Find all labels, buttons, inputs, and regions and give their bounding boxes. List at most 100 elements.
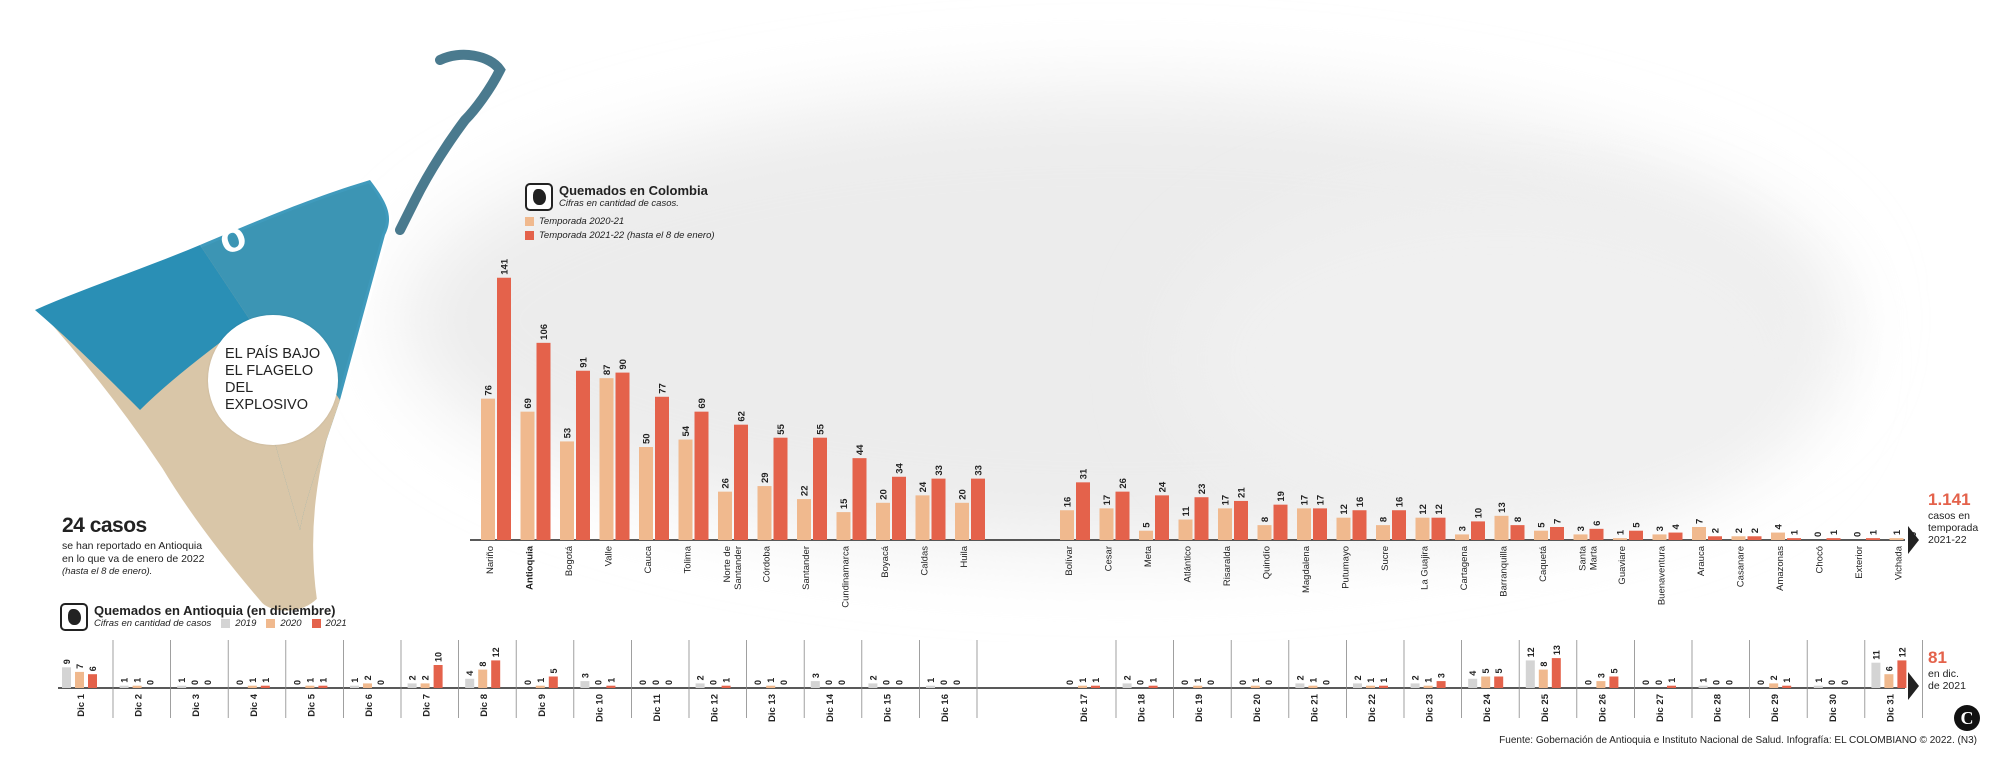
- antioquia-category-label: Dic 31: [1885, 693, 1896, 722]
- antioquia-category-label: Dic 1: [76, 693, 87, 716]
- colombia-data-label: 13: [1497, 502, 1508, 513]
- colombia-bar: [915, 495, 930, 540]
- colombia-data-label: 20: [958, 489, 969, 500]
- antioquia-data-label: 1: [305, 678, 315, 683]
- antioquia-bar: [305, 685, 315, 688]
- antioquia-bar: [1379, 685, 1388, 688]
- antioquia-data-label: 0: [235, 680, 245, 685]
- antioquia-data-label: 4: [1468, 671, 1478, 676]
- colombia-data-label: 7: [1553, 519, 1564, 524]
- colombia-data-label: 7: [1695, 519, 1706, 524]
- antioquia-bar: [1468, 678, 1478, 688]
- colombia-data-label: 3: [1458, 526, 1469, 531]
- colombia-data-label: 87: [602, 365, 613, 376]
- total-antioquia: 81 en dic. de 2021: [1928, 648, 1966, 692]
- antioquia-data-label: 0: [593, 680, 603, 685]
- colombia-data-label: 69: [697, 398, 708, 409]
- antioquia-data-label: 2: [421, 675, 431, 680]
- antioquia-data-label: 0: [1136, 680, 1146, 685]
- kpi-note: (hasta el 8 de enero).: [62, 566, 153, 577]
- colombia-bar: [1234, 500, 1248, 540]
- colombia-category-label: Cauca: [643, 545, 654, 573]
- colombia-data-label: 44: [855, 444, 866, 455]
- antioquia-category-label: Dic 26: [1597, 694, 1608, 722]
- colombia-bar: [1731, 536, 1746, 540]
- legend-swatch: [525, 217, 534, 226]
- colombia-bar: [1550, 526, 1564, 540]
- antioquia-bar: [1193, 685, 1203, 688]
- antioquia-data-label: 1: [766, 678, 776, 683]
- antioquia-category-label: Dic 30: [1828, 694, 1839, 722]
- colombia-data-label: 3: [1655, 526, 1666, 531]
- antioquia-category-label: Dic 25: [1540, 693, 1551, 722]
- legend-swatch: [221, 619, 231, 628]
- antioquia-data-label: 4: [465, 671, 475, 676]
- colombia-bar: [813, 437, 827, 540]
- antioquia-bar: [1308, 685, 1318, 688]
- antioquia-data-label: 0: [376, 680, 386, 685]
- colombia-bar: [1060, 510, 1074, 540]
- colombia-bar: [718, 491, 732, 540]
- antioquia-bar: [810, 681, 820, 688]
- antioquia-data-label: 5: [1609, 668, 1619, 673]
- colombia-category-label: Santander: [801, 546, 812, 590]
- colombia-bar: [876, 502, 890, 540]
- colombia-category-label: Cundinamarca: [841, 545, 852, 607]
- antioquia-category-label: Dic 23: [1425, 694, 1436, 722]
- antioquia-data-label: 0: [753, 680, 763, 685]
- antioquia-data-label: 8: [1539, 662, 1549, 667]
- colombia-category-label: Chocó: [1815, 546, 1826, 573]
- antioquia-category-label: Dic 22: [1367, 694, 1378, 722]
- colombia-category-label: Vichada: [1894, 545, 1905, 580]
- antioquia-data-label: 0: [1827, 680, 1837, 685]
- legend-item-2020: 2020: [266, 618, 302, 629]
- antioquia-data-label: 2: [696, 675, 706, 680]
- antioquia-data-label: 12: [1897, 647, 1907, 657]
- colombia-data-label: 1: [1869, 529, 1880, 535]
- antioquia-bar: [1250, 685, 1260, 688]
- antioquia-bar: [88, 674, 97, 688]
- colombia-bar: [1708, 536, 1722, 540]
- colombia-data-label: 17: [1316, 495, 1327, 506]
- antioquia-category-label: Dic 19: [1194, 694, 1205, 722]
- antioquia-data-label: 0: [664, 680, 674, 685]
- antioquia-data-label: 1: [1782, 678, 1792, 683]
- antioquia-bar: [75, 671, 84, 688]
- antioquia-bar: [1609, 676, 1619, 688]
- antioquia-data-label: 2: [1295, 675, 1305, 680]
- antioquia-data-label: 3: [811, 673, 821, 678]
- colombia-category-label: Exterior: [1854, 546, 1865, 579]
- antioquia-category-label: Dic 27: [1655, 694, 1666, 722]
- colombia-bar: [892, 476, 906, 540]
- colombia-data-label: 10: [1474, 508, 1485, 519]
- antioquia-category-label: Dic 3: [191, 694, 202, 717]
- antioquia-bar: [548, 676, 558, 688]
- colombia-bar: [481, 398, 495, 540]
- colombia-data-label: 15: [839, 498, 850, 509]
- antioquia-data-label: 0: [651, 680, 661, 685]
- colombia-bar: [1273, 504, 1288, 540]
- antioquia-bar: [1436, 681, 1446, 688]
- antioquia-data-label: 8: [478, 662, 488, 667]
- antioquia-data-label: 10: [434, 652, 444, 662]
- antioquia-data-label: 0: [837, 680, 847, 685]
- colombia-data-label: 16: [1355, 497, 1366, 508]
- colombia-bar: [931, 478, 946, 540]
- colombia-bar: [1115, 491, 1130, 540]
- antioquia-bar: [433, 665, 443, 688]
- antioquia-data-label: 0: [1065, 680, 1075, 685]
- antioquia-category-label: Dic 20: [1252, 694, 1263, 722]
- colombia-data-label: 5: [1142, 522, 1153, 528]
- colombia-data-label: 8: [1513, 517, 1524, 522]
- antioquia-bar: [1410, 683, 1420, 688]
- colombia-data-label: 0: [1853, 532, 1864, 537]
- antioquia-bar: [1091, 685, 1100, 688]
- antioquia-data-label: 1: [926, 678, 936, 683]
- legend-antioquia: Quemados en Antioquia (en diciembre) Cif…: [60, 603, 347, 631]
- colombia-bar: [639, 447, 653, 540]
- colombia-bar: [1613, 538, 1627, 540]
- colombia-bar: [1629, 530, 1643, 540]
- antioquia-bar: [695, 683, 705, 688]
- antioquia-data-label: 0: [952, 680, 962, 685]
- colombia-category-label: Tolima: [683, 545, 694, 573]
